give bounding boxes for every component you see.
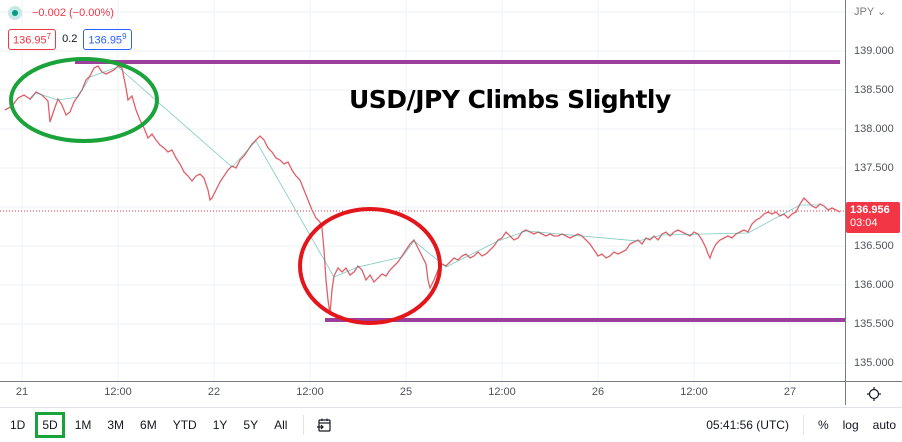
symbol-legend: −0.002 (−0.00%) <box>8 6 114 20</box>
percent-scale-toggle[interactable]: % <box>817 418 829 432</box>
buy-price: 136.95 <box>88 34 123 47</box>
bar-countdown: 03:04 <box>850 217 878 229</box>
go-to-date-button[interactable] <box>316 417 332 433</box>
top-highlight-circle <box>9 57 159 143</box>
sell-button[interactable]: 136.957 <box>8 29 57 50</box>
market-status-icon <box>8 6 22 20</box>
divider <box>802 415 804 435</box>
price-tick: 138.500 <box>854 84 894 96</box>
time-tick: 27 <box>783 386 797 398</box>
range-1m-button[interactable]: 1M <box>74 418 92 432</box>
price-series-line <box>4 65 841 315</box>
range-all-button[interactable]: All <box>274 418 288 432</box>
last-price-label: 136.956 03:04 <box>846 202 900 233</box>
price-tick: 139.000 <box>854 45 894 57</box>
range-3m-button[interactable]: 3M <box>107 418 125 432</box>
range-1d-button[interactable]: 1D <box>10 418 26 432</box>
price-plot[interactable] <box>0 0 845 381</box>
currency-selector[interactable]: JPY ⌄ <box>854 5 886 18</box>
time-tick: 26 <box>591 386 605 398</box>
time-tick: 25 <box>399 386 413 398</box>
utc-clock[interactable]: 05:41:56 (UTC) <box>706 418 789 432</box>
spread-value: 0.2 <box>62 33 78 46</box>
auto-scale-toggle[interactable]: auto <box>872 418 896 432</box>
time-tick: 21 <box>15 386 29 398</box>
range-ytd-button[interactable]: YTD <box>172 418 197 432</box>
price-tick: 136.500 <box>854 240 894 252</box>
time-axis[interactable]: 21 12:00 22 12:00 25 12:00 26 12:00 27 <box>0 381 845 405</box>
range-5d-button[interactable]: 5D <box>35 412 65 438</box>
price-tick: 137.500 <box>854 162 894 174</box>
time-tick: 12:00 <box>104 386 132 398</box>
time-tick: 12:00 <box>488 386 516 398</box>
chart-headline: USD/JPY Climbs Slightly <box>349 85 671 114</box>
range-6m-button[interactable]: 6M <box>140 418 157 432</box>
time-tick: 22 <box>207 386 221 398</box>
gear-icon <box>867 386 881 401</box>
buy-price-pip: 9 <box>122 32 127 41</box>
bottom-toolbar: 1D 5D 1M 3M 6M YTD 1Y 5Y All 05:41:56 (U… <box>0 407 902 442</box>
price-change: −0.002 (−0.00%) <box>32 7 114 19</box>
currency-label: JPY <box>854 6 874 18</box>
range-1y-button[interactable]: 1Y <box>212 418 228 432</box>
buy-button[interactable]: 136.959 <box>83 29 132 50</box>
chart-settings-button[interactable] <box>845 381 902 405</box>
sell-price-pip: 7 <box>46 32 52 41</box>
time-tick: 12:00 <box>680 386 708 398</box>
price-tick: 136.000 <box>854 279 894 291</box>
price-tick: 135.000 <box>854 357 894 369</box>
last-price-value: 136.956 <box>850 204 890 216</box>
time-tick: 12:00 <box>296 386 324 398</box>
grid <box>0 0 845 381</box>
price-tick: 138.000 <box>854 123 894 135</box>
bottom-highlight-circle <box>298 207 442 325</box>
calendar-goto-icon <box>317 418 332 432</box>
range-5y-button[interactable]: 5Y <box>243 418 259 432</box>
price-tick: 135.500 <box>854 318 894 330</box>
price-axis[interactable]: JPY ⌄ 139.000 138.500 138.000 137.500 13… <box>845 0 902 381</box>
sell-price: 136.95 <box>13 34 47 47</box>
log-scale-toggle[interactable]: log <box>842 418 859 432</box>
divider <box>303 415 305 435</box>
chevron-down-icon: ⌄ <box>877 6 887 18</box>
quote-row: 136.957 0.2 136.959 <box>8 29 132 50</box>
